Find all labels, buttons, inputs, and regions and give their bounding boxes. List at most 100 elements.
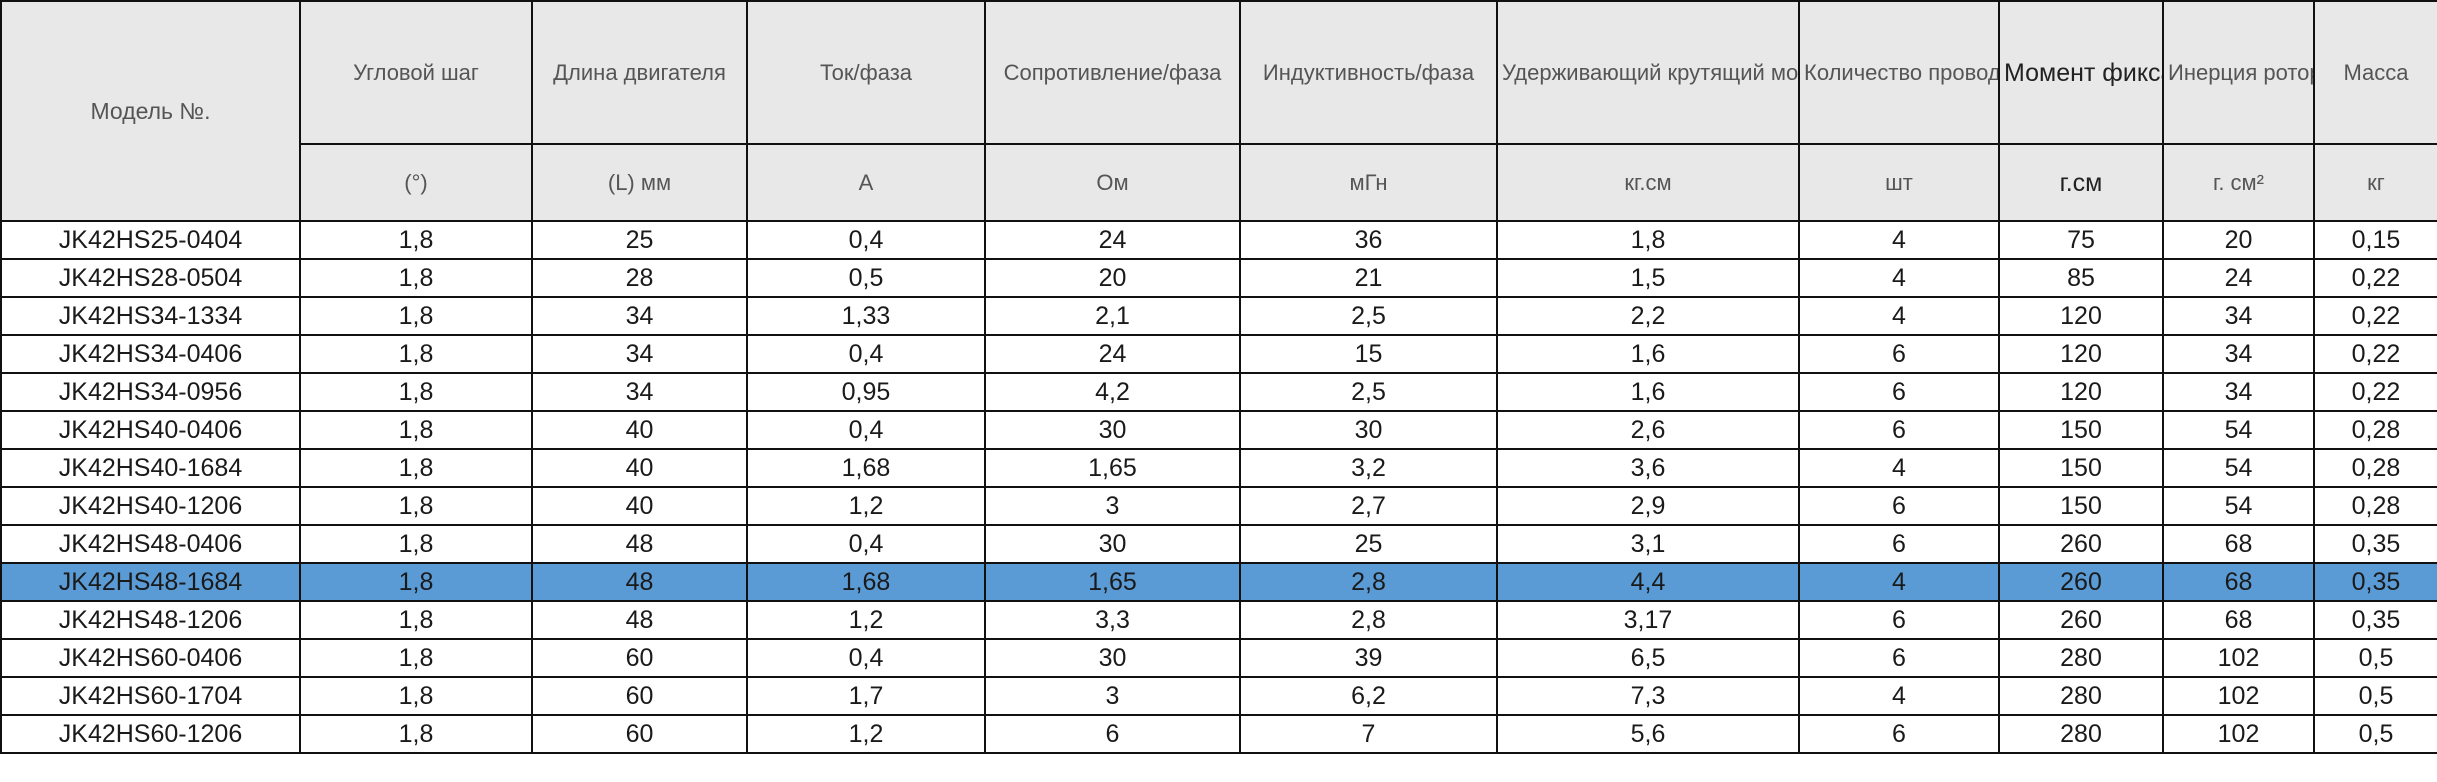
header-resistance: Сопротивление/фаза (984, 0, 1241, 145)
inductance-cell: 15 (1239, 334, 1498, 374)
motor-length-cell: 28 (531, 258, 748, 298)
unit-current: A (746, 143, 986, 222)
detent-torque-cell: 150 (1998, 486, 2164, 526)
detent-torque-cell: 260 (1998, 524, 2164, 564)
motor-length-cell: 60 (531, 714, 748, 754)
table-row[interactable]: JK42HS40-0406 1,8 40 0,4 30 30 2,6 6 150 54 0,28 (0, 410, 2437, 450)
step-angle-cell: 1,8 (299, 714, 533, 754)
mass-cell: 0,22 (2313, 258, 2437, 298)
resistance-cell: 30 (984, 410, 1241, 450)
lead-wires-cell: 4 (1798, 448, 2000, 488)
inductance-cell: 7 (1239, 714, 1498, 754)
unit-inductance: мГн (1239, 143, 1498, 222)
table-row[interactable]: JK42HS48-1684 1,8 48 1,68 1,65 2,8 4,4 4 260 68 0,… (0, 562, 2437, 602)
table-row[interactable]: JK42HS34-0956 1,8 34 0,95 4,2 2,5 1,6 6 120 34 0,2… (0, 372, 2437, 412)
lead-wires-cell: 4 (1798, 258, 2000, 298)
step-angle-cell: 1,8 (299, 448, 533, 488)
header-lead-wires: Количество проводов (1798, 0, 2000, 145)
detent-torque-cell: 120 (1998, 372, 2164, 412)
table-row[interactable]: JK42HS40-1684 1,8 40 1,68 1,65 3,2 3,6 4 150 54 0,… (0, 448, 2437, 488)
table-row[interactable]: JK42HS60-1206 1,8 60 1,2 6 7 5,6 6 280 102 0,5 (0, 714, 2437, 754)
table-row[interactable]: JK42HS48-1206 1,8 48 1,2 3,3 2,8 3,17 6 260 68 0,3… (0, 600, 2437, 640)
holding-torque-cell: 4,4 (1496, 562, 1800, 602)
current-cell: 1,2 (746, 714, 986, 754)
current-cell: 0,5 (746, 258, 986, 298)
model-cell: JK42HS40-1206 (0, 486, 301, 526)
holding-torque-cell: 2,2 (1496, 296, 1800, 336)
holding-torque-cell: 1,6 (1496, 334, 1800, 374)
table-header: Модель №. Угловой шаг Длина двигателя То… (0, 0, 2437, 222)
resistance-cell: 3 (984, 486, 1241, 526)
lead-wires-cell: 6 (1798, 638, 2000, 678)
step-angle-cell: 1,8 (299, 410, 533, 450)
current-cell: 0,4 (746, 334, 986, 374)
motor-length-cell: 48 (531, 562, 748, 602)
resistance-cell: 4,2 (984, 372, 1241, 412)
rotor-inertia-cell: 54 (2162, 486, 2315, 526)
header-mass: Масса (2313, 0, 2437, 145)
table-body: JK42HS25-0404 1,8 25 0,4 24 36 1,8 4 75 20 0,15 JK4… (0, 220, 2437, 754)
resistance-cell: 3 (984, 676, 1241, 716)
model-cell: JK42HS48-1206 (0, 600, 301, 640)
step-angle-cell: 1,8 (299, 486, 533, 526)
step-angle-cell: 1,8 (299, 372, 533, 412)
motor-length-cell: 34 (531, 296, 748, 336)
table-row[interactable]: JK42HS60-1704 1,8 60 1,7 3 6,2 7,3 4 280 102 0,5 (0, 676, 2437, 716)
lead-wires-cell: 6 (1798, 600, 2000, 640)
inductance-cell: 39 (1239, 638, 1498, 678)
holding-torque-cell: 1,8 (1496, 220, 1800, 260)
holding-torque-cell: 2,9 (1496, 486, 1800, 526)
header-step-angle: Угловой шаг (299, 0, 533, 145)
table-row[interactable]: JK42HS25-0404 1,8 25 0,4 24 36 1,8 4 75 20 0,15 (0, 220, 2437, 260)
model-cell: JK42HS48-0406 (0, 524, 301, 564)
table-row[interactable]: JK42HS34-1334 1,8 34 1,33 2,1 2,5 2,2 4 120 34 0,2… (0, 296, 2437, 336)
inductance-cell: 2,7 (1239, 486, 1498, 526)
model-cell: JK42HS28-0504 (0, 258, 301, 298)
resistance-cell: 1,65 (984, 562, 1241, 602)
table-row[interactable]: JK42HS34-0406 1,8 34 0,4 24 15 1,6 6 120 34 0,22 (0, 334, 2437, 374)
step-angle-cell: 1,8 (299, 258, 533, 298)
mass-cell: 0,35 (2313, 562, 2437, 602)
mass-cell: 0,28 (2313, 448, 2437, 488)
table-row[interactable]: JK42HS60-0406 1,8 60 0,4 30 39 6,5 6 280 102 0,5 (0, 638, 2437, 678)
lead-wires-cell: 6 (1798, 714, 2000, 754)
table-row[interactable]: JK42HS40-1206 1,8 40 1,2 3 2,7 2,9 6 150 54 0,28 (0, 486, 2437, 526)
lead-wires-cell: 6 (1798, 334, 2000, 374)
detent-torque-cell: 150 (1998, 448, 2164, 488)
resistance-cell: 6 (984, 714, 1241, 754)
inductance-cell: 25 (1239, 524, 1498, 564)
resistance-cell: 20 (984, 258, 1241, 298)
table-row[interactable]: JK42HS48-0406 1,8 48 0,4 30 25 3,1 6 260 68 0,35 (0, 524, 2437, 564)
mass-cell: 0,22 (2313, 296, 2437, 336)
step-angle-cell: 1,8 (299, 220, 533, 260)
step-angle-cell: 1,8 (299, 638, 533, 678)
rotor-inertia-cell: 34 (2162, 296, 2315, 336)
inductance-cell: 30 (1239, 410, 1498, 450)
header-rotor-inertia: Инерция ротора (2162, 0, 2315, 145)
lead-wires-cell: 6 (1798, 372, 2000, 412)
current-cell: 0,4 (746, 638, 986, 678)
rotor-inertia-cell: 34 (2162, 372, 2315, 412)
rotor-inertia-cell: 102 (2162, 714, 2315, 754)
mass-cell: 0,22 (2313, 334, 2437, 374)
step-angle-cell: 1,8 (299, 296, 533, 336)
mass-cell: 0,22 (2313, 372, 2437, 412)
unit-holding-torque: кг.см (1496, 143, 1800, 222)
current-cell: 0,95 (746, 372, 986, 412)
table-row[interactable]: JK42HS28-0504 1,8 28 0,5 20 21 1,5 4 85 24 0,22 (0, 258, 2437, 298)
holding-torque-cell: 3,1 (1496, 524, 1800, 564)
rotor-inertia-cell: 54 (2162, 448, 2315, 488)
rotor-inertia-cell: 102 (2162, 638, 2315, 678)
current-cell: 1,68 (746, 562, 986, 602)
model-cell: JK42HS25-0404 (0, 220, 301, 260)
unit-lead-wires: шт (1798, 143, 2000, 222)
model-cell: JK42HS60-1704 (0, 676, 301, 716)
header-detent-torque: Момент фиксации (1998, 0, 2164, 145)
rotor-inertia-cell: 68 (2162, 524, 2315, 564)
detent-torque-cell: 150 (1998, 410, 2164, 450)
rotor-inertia-cell: 54 (2162, 410, 2315, 450)
header-holding-torque: Удерживающий крутящий момент (1496, 0, 1800, 145)
inductance-cell: 36 (1239, 220, 1498, 260)
rotor-inertia-cell: 68 (2162, 562, 2315, 602)
detent-torque-cell: 85 (1998, 258, 2164, 298)
